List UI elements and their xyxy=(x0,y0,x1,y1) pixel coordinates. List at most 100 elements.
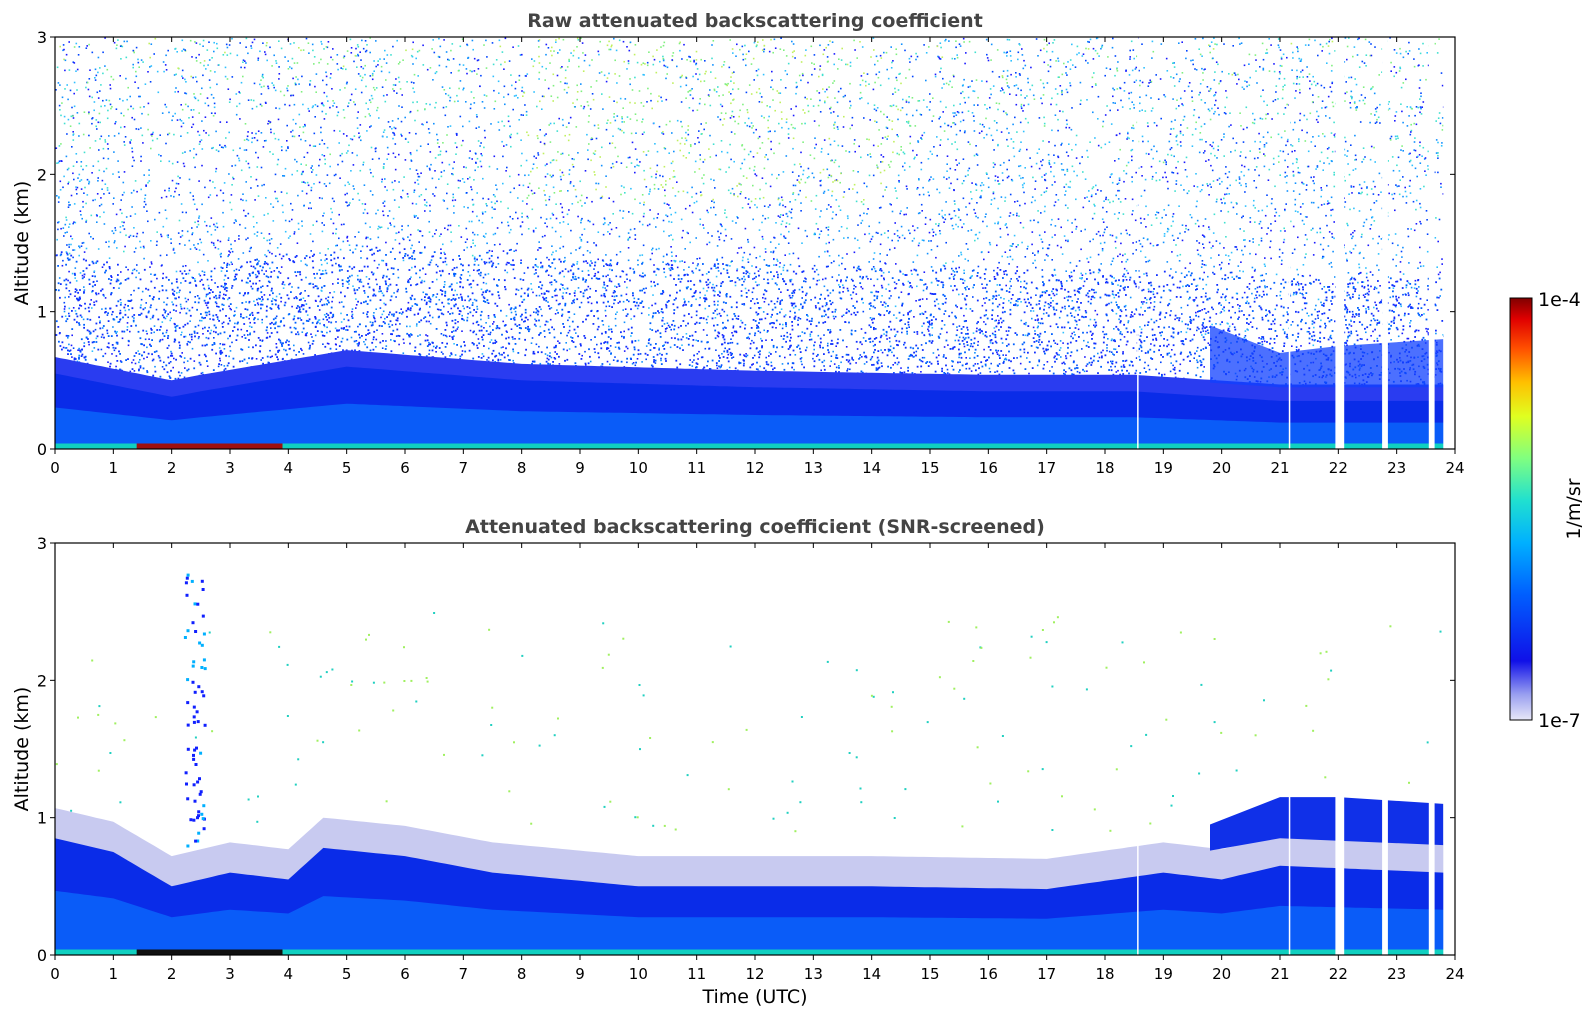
noise-pixel xyxy=(583,228,586,230)
noise-pixel xyxy=(203,271,206,274)
noise-pixel xyxy=(607,274,609,276)
noise-pixel xyxy=(804,96,806,99)
noise-pixel xyxy=(311,106,314,109)
noise-pixel xyxy=(228,173,230,175)
noise-pixel xyxy=(148,174,150,176)
noise-pixel xyxy=(533,60,536,62)
noise-pixel xyxy=(933,300,936,303)
noise-pixel xyxy=(660,359,662,362)
noise-pixel xyxy=(1437,157,1439,159)
noise-pixel xyxy=(224,284,226,287)
noise-pixel xyxy=(493,315,496,318)
noise-pixel xyxy=(859,356,861,359)
noise-pixel xyxy=(1117,307,1120,309)
noise-pixel xyxy=(526,131,528,134)
noise-pixel xyxy=(296,170,299,172)
noise-pixel xyxy=(97,56,100,59)
noise-pixel xyxy=(1104,74,1106,77)
noise-pixel xyxy=(632,362,635,364)
noise-pixel xyxy=(443,89,446,91)
noise-pixel xyxy=(477,59,480,61)
noise-pixel xyxy=(1295,349,1298,351)
noise-pixel xyxy=(249,332,251,334)
noise-pixel xyxy=(537,249,539,251)
noise-pixel xyxy=(247,52,249,55)
noise-pixel xyxy=(336,54,339,56)
noise-pixel xyxy=(161,112,164,114)
noise-pixel xyxy=(1410,129,1413,132)
noise-pixel xyxy=(879,269,881,271)
noise-pixel xyxy=(810,299,812,301)
noise-pixel xyxy=(198,180,200,182)
noise-pixel xyxy=(870,357,873,360)
noise-pixel xyxy=(894,305,897,308)
noise-pixel xyxy=(767,303,770,306)
noise-pixel xyxy=(550,283,553,286)
noise-pixel xyxy=(799,335,801,337)
noise-pixel xyxy=(684,137,687,139)
noise-pixel xyxy=(572,185,575,187)
noise-pixel xyxy=(92,237,94,240)
noise-pixel xyxy=(195,42,198,44)
noise-pixel xyxy=(1211,169,1214,172)
noise-pixel xyxy=(1200,99,1203,101)
noise-pixel xyxy=(85,47,88,49)
noise-pixel xyxy=(662,57,665,60)
noise-pixel xyxy=(1020,94,1022,96)
noise-pixel xyxy=(331,58,334,61)
noise-pixel xyxy=(355,340,358,342)
noise-pixel xyxy=(1346,45,1349,48)
noise-pixel xyxy=(579,199,582,202)
noise-pixel xyxy=(868,225,870,228)
noise-pixel xyxy=(1105,67,1108,69)
noise-pixel xyxy=(928,320,931,322)
noise-pixel xyxy=(302,170,304,173)
noise-pixel xyxy=(1304,234,1307,236)
noise-pixel xyxy=(1002,354,1004,356)
noise-pixel xyxy=(373,60,375,62)
noise-pixel xyxy=(732,116,735,118)
noise-pixel xyxy=(481,101,484,103)
noise-pixel xyxy=(769,204,771,206)
noise-pixel xyxy=(1253,180,1255,182)
noise-pixel xyxy=(512,46,514,48)
noise-pixel xyxy=(1240,261,1242,263)
noise-pixel xyxy=(84,186,86,189)
noise-pixel xyxy=(1407,306,1410,308)
noise-pixel xyxy=(100,336,103,338)
noise-pixel xyxy=(1175,135,1178,138)
noise-pixel xyxy=(85,202,87,205)
noise-pixel xyxy=(614,291,616,293)
noise-pixel xyxy=(1043,122,1046,125)
noise-pixel xyxy=(867,102,869,105)
noise-pixel xyxy=(304,140,307,142)
noise-pixel xyxy=(1291,69,1293,71)
noise-pixel xyxy=(496,227,499,229)
noise-pixel xyxy=(580,238,583,241)
noise-pixel xyxy=(158,211,161,214)
noise-pixel xyxy=(640,63,643,66)
noise-pixel xyxy=(606,77,609,79)
noise-pixel xyxy=(369,75,372,77)
noise-pixel xyxy=(620,162,623,164)
noise-pixel xyxy=(1202,330,1205,332)
noise-pixel xyxy=(1408,160,1411,163)
noise-pixel xyxy=(1110,173,1112,176)
noise-pixel xyxy=(1203,264,1206,266)
noise-pixel xyxy=(119,45,122,47)
noise-pixel xyxy=(148,180,151,182)
noise-pixel xyxy=(213,223,215,226)
noise-pixel xyxy=(611,44,613,47)
noise-pixel xyxy=(554,313,557,315)
noise-pixel xyxy=(1245,185,1247,188)
noise-pixel xyxy=(613,113,615,115)
noise-pixel xyxy=(195,248,198,250)
noise-pixel xyxy=(752,184,754,187)
noise-pixel xyxy=(1291,345,1293,347)
noise-pixel xyxy=(1309,274,1311,277)
noise-pixel xyxy=(716,334,719,337)
noise-pixel xyxy=(1258,148,1261,150)
noise-pixel xyxy=(951,217,954,219)
noise-pixel xyxy=(1316,82,1319,85)
noise-pixel xyxy=(1151,107,1154,110)
